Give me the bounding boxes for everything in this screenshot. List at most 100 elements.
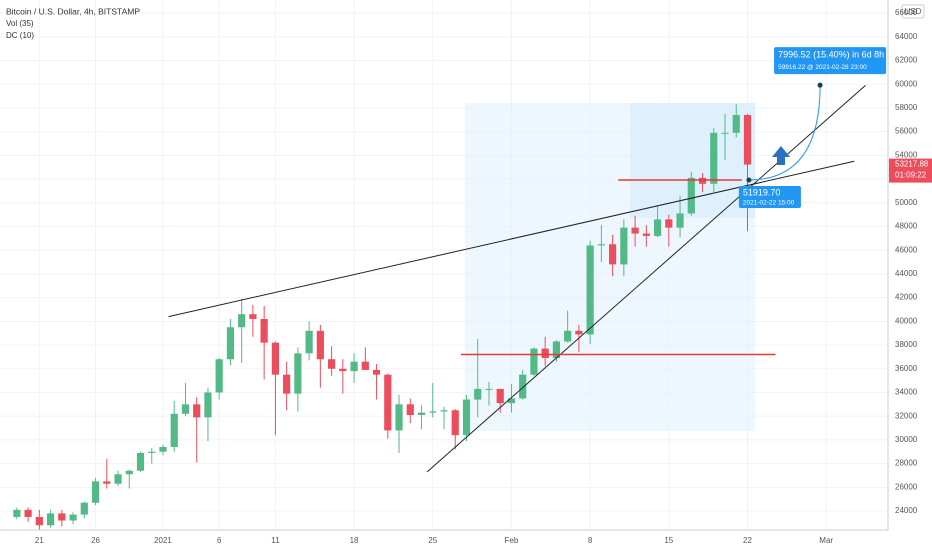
candle-body: [80, 502, 88, 515]
y-tick-label: 38000: [895, 340, 918, 349]
y-tick-label: 24000: [895, 506, 918, 515]
y-tick-label: 50000: [895, 198, 918, 207]
x-tick-label: 8: [588, 536, 593, 545]
x-tick-label: 21: [35, 536, 44, 545]
x-tick-label: 6: [217, 536, 222, 545]
candle-body: [226, 327, 235, 360]
x-tick-label: 15: [664, 536, 673, 545]
candle-body: [193, 404, 201, 418]
candle-body: [440, 410, 448, 412]
candle-body: [743, 115, 752, 165]
candle-body: [507, 398, 516, 404]
candle-body: [103, 481, 111, 484]
x-tick-label: 25: [428, 536, 437, 545]
x-tick-label: 18: [350, 536, 359, 545]
marker-label-box: [738, 185, 801, 208]
plot: [13, 82, 866, 530]
candle-body: [249, 314, 257, 319]
candle-body: [215, 359, 223, 393]
candle-body: [181, 404, 190, 414]
candle-body: [519, 374, 527, 399]
candle-body: [148, 451, 156, 453]
y-tick-label: 64000: [895, 32, 918, 41]
candle-body: [238, 314, 246, 328]
candle-body: [642, 233, 650, 236]
candle-body: [631, 227, 639, 234]
y-tick-label: 58000: [895, 103, 918, 112]
candle-body: [384, 374, 392, 431]
marker-point: [746, 177, 752, 183]
candle-body: [339, 368, 347, 372]
indicator-label: Vol (35): [6, 19, 34, 28]
candle-body: [271, 342, 279, 375]
candle-body: [676, 213, 684, 228]
candle-body: [429, 411, 437, 413]
candle-body: [653, 219, 662, 236]
y-tick-label: 32000: [895, 411, 918, 420]
candle-body: [58, 513, 66, 521]
candle-body: [125, 470, 133, 475]
x-tick-label: Mar: [819, 536, 833, 545]
y-tick-label: 40000: [895, 316, 918, 325]
x-tick-label: 26: [91, 536, 100, 545]
currency-button[interactable]: [901, 4, 925, 19]
x-tick-label: 11: [271, 536, 280, 545]
last-price: 53217.88: [895, 160, 929, 169]
candle-body: [721, 132, 729, 134]
projection-curve: [748, 85, 821, 181]
y-tick-label: 36000: [895, 364, 918, 373]
candle-body: [69, 514, 77, 521]
y-tick-label: 54000: [895, 150, 918, 159]
candle-body: [294, 353, 302, 394]
candle-body: [474, 388, 482, 400]
x-tick-label: 2021: [154, 536, 172, 545]
candle-body: [372, 369, 381, 375]
candle-body: [283, 374, 291, 394]
candle-body: [91, 481, 100, 503]
candle-body: [170, 413, 178, 448]
candle-body: [35, 516, 43, 526]
y-tick-label: 44000: [895, 269, 918, 278]
y-tick-label: 34000: [895, 388, 918, 397]
indicator-label: DC (10): [6, 31, 34, 40]
candle-body: [395, 404, 403, 431]
candle-body: [496, 388, 504, 404]
candle-body: [485, 388, 493, 390]
y-tick-label: 60000: [895, 79, 918, 88]
price-label-box: [889, 158, 932, 183]
candle-body: [564, 330, 572, 342]
y-tick-label: 26000: [895, 482, 918, 491]
candle-body: [552, 341, 561, 359]
x-tick-label: 22: [743, 536, 752, 545]
candle-body: [732, 115, 740, 133]
y-tick-label: 46000: [895, 245, 918, 254]
y-tick-label: 30000: [895, 435, 918, 444]
x-tick-label: Feb: [505, 536, 519, 545]
chart-title: Bitcoin / U.S. Dollar, 4h, BITSTAMP: [6, 6, 140, 16]
arrow-icon: [772, 146, 790, 165]
candle-body: [305, 330, 313, 354]
candle-body: [361, 361, 369, 370]
candle-body: [46, 513, 55, 526]
y-tick-label: 28000: [895, 459, 918, 468]
candle-body: [665, 219, 673, 228]
candle-body: [316, 330, 324, 360]
y-tick-label: 42000: [895, 293, 918, 302]
candle-body: [541, 348, 549, 359]
candle-body: [327, 359, 336, 369]
candle-body: [24, 509, 32, 517]
marker-time: 2021-02-22 15:00: [743, 200, 795, 207]
candle-body: [609, 244, 617, 265]
candle-body: [417, 412, 426, 415]
candle-body: [350, 361, 358, 372]
candle-body: [620, 227, 628, 265]
candle-body: [204, 392, 212, 418]
candle-body: [406, 404, 414, 415]
candle-body: [575, 330, 583, 335]
projection-label: 7996.52 (15.40%) in 6d 8h: [778, 50, 884, 60]
projection-point: [817, 82, 823, 88]
y-tick-label: 48000: [895, 222, 918, 231]
currency[interactable]: USD: [905, 7, 922, 16]
candle-body: [710, 132, 718, 184]
